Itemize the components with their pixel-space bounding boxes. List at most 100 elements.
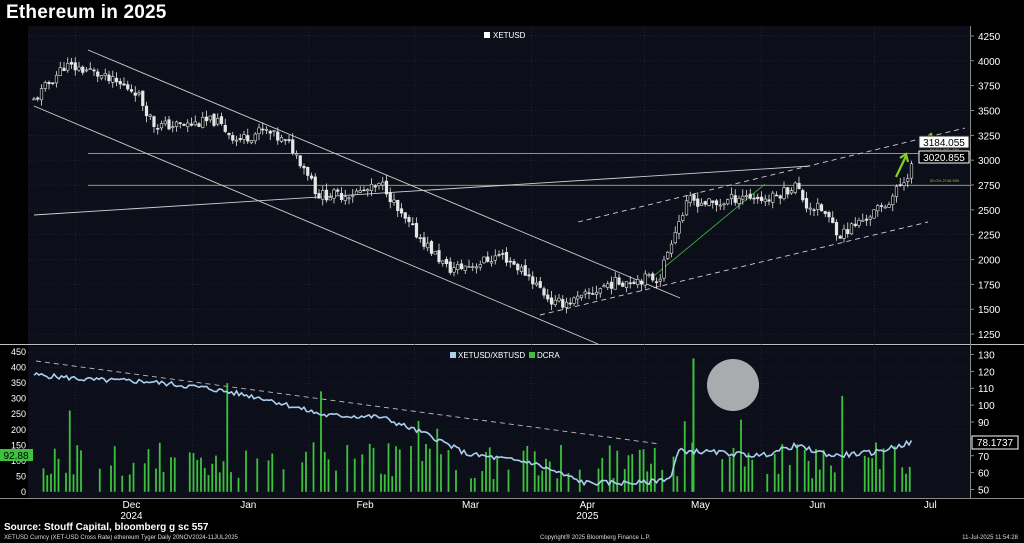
candle-body [328,197,332,201]
volume-bar [728,456,731,492]
uptrend-channel-lower [539,221,929,316]
candle-body [669,243,674,254]
candle-body [591,293,595,295]
price-legend: XETUSD [484,31,526,40]
candle-body [396,199,400,211]
volume-bar [743,466,746,492]
legend-ratio: XETUSD/XBTUSD [458,351,525,360]
candle-body [392,199,396,203]
volume-bar [676,476,679,492]
volume-bar [42,468,45,492]
volume-bar [777,473,780,492]
candle-body [411,223,415,225]
volume-bar [541,470,544,492]
candle-body [546,294,550,300]
volume-bar [113,446,116,492]
volume-bar [353,458,356,492]
volume-bar [256,458,259,492]
candle-body [246,135,250,142]
volume-bar [46,475,49,492]
volume-right-tick-label: 50 [978,486,990,497]
x-tick-label: Jul [924,500,937,511]
candle-body [729,193,734,199]
volume-bar [875,442,877,492]
volume-legend: XETUSD/XBTUSD DCRA [450,351,560,360]
candle-body [553,299,557,306]
long-trend-line [33,165,811,216]
volume-bar [661,469,664,492]
candle-body [752,197,756,200]
volume-left-tick-label: 200 [11,425,26,435]
volume-bar [173,457,176,492]
candle-body [831,217,835,224]
candle-body [163,120,167,125]
candle-body [902,182,906,186]
candle-body [111,76,115,83]
price-box-last: 3020.855 [918,150,970,164]
candle-body [73,62,77,71]
volume-bar [132,462,135,492]
ratio-series-line [33,371,913,487]
volume-left-tick-label: 150 [11,440,26,450]
candle-body [887,204,891,208]
candle-body [463,265,467,271]
candle-body [561,299,565,308]
candle-body [804,198,809,209]
candle-body [504,252,509,263]
volume-bar [50,473,52,492]
volume-bar [537,475,540,492]
candle-body [538,281,542,288]
volume-bar [192,453,195,492]
volume-bar [638,449,641,492]
volume-bar [893,446,896,492]
legend-dcra: DCRA [537,351,560,360]
footer-copyright: Copyright® 2025 Bloomberg Finance L.P. [540,535,651,541]
price-tick-label: 4250 [978,32,1001,43]
x-year-label: 2025 [576,511,599,520]
volume-right-tick-label: 100 [978,401,995,412]
volume-bar [608,445,611,492]
volume-bar [556,478,559,492]
candle-body [369,183,374,191]
candle-body [879,205,884,207]
candle-body [482,256,486,264]
candle-body [801,190,805,201]
candle-body [834,222,839,236]
candle-body [373,185,377,188]
candle-body [613,277,617,290]
candle-body [666,251,670,259]
volume-bar [796,444,799,492]
candle-body [253,133,257,142]
candle-body [549,297,554,305]
candle-body [321,190,325,200]
candle-body [189,123,194,126]
volume-bar [818,469,821,492]
volume-bar [481,471,484,492]
volume-left-tick-label: 300 [11,394,26,404]
candle-body [696,198,700,207]
price-tick-label: 1250 [978,330,1001,341]
volume-bar [721,459,724,492]
candle-body [167,119,171,130]
x-tick-label: Apr [580,500,596,511]
candle-body [137,92,141,95]
candle-body [201,116,205,128]
candle-body [467,266,471,268]
candle-body [429,241,434,254]
candle-body [782,187,786,199]
volume-bar [807,460,810,492]
ratio-line [33,371,913,487]
volume-left-tick-label: 250 [11,409,26,419]
volume-bar [428,448,431,492]
volume-bar [421,460,424,492]
volume-bar [320,391,322,492]
volume-bar [301,462,304,492]
candle-body [54,74,59,84]
candle-body [564,301,569,308]
candle-body [388,192,392,203]
candle-body [414,223,419,238]
candle-body [909,163,914,179]
candle-body [238,138,242,141]
candle-body [403,212,407,219]
candle-body [287,139,291,142]
